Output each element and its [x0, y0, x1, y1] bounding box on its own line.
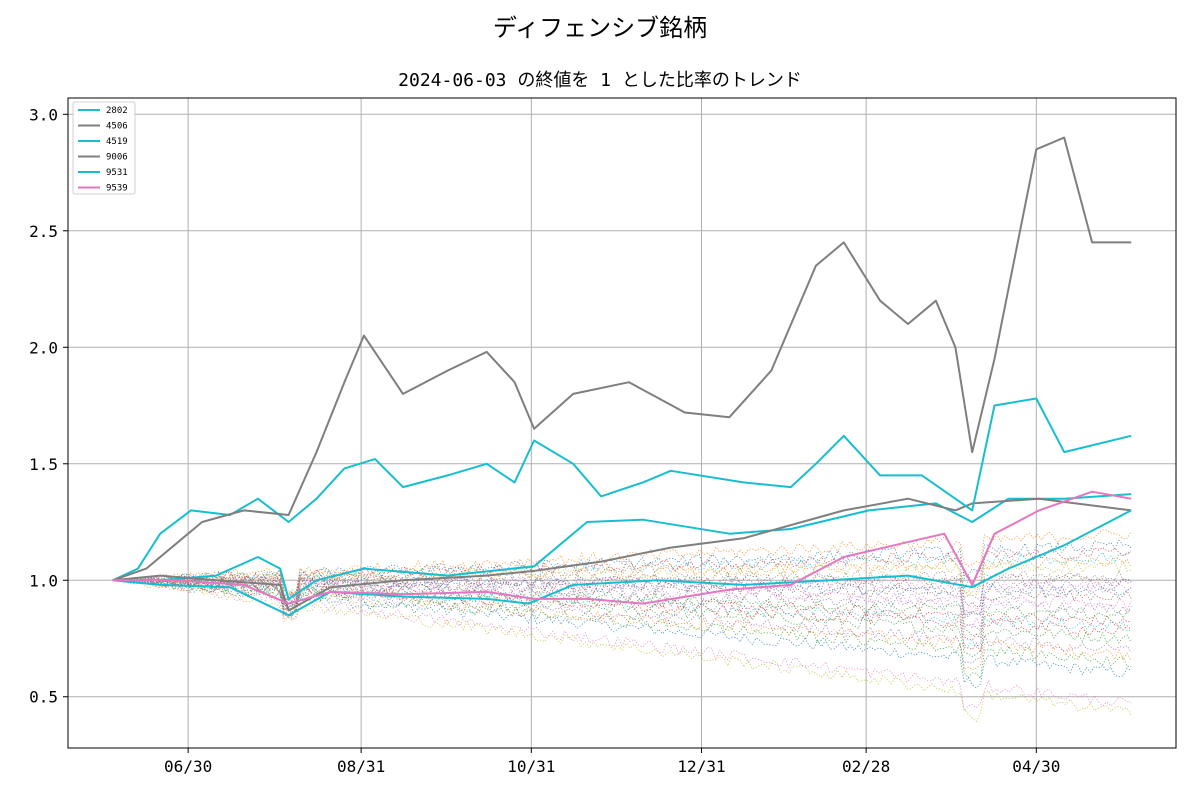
x-tick-label: 10/31 — [507, 757, 555, 776]
background-series-line — [112, 579, 1132, 723]
legend-label-9531: 9531 — [106, 168, 128, 178]
background-series-line — [112, 578, 1132, 641]
background-series-line — [112, 575, 1132, 613]
y-tick-label: 1.0 — [29, 571, 58, 590]
background-series-line — [112, 575, 1132, 618]
series-line-4506 — [112, 497, 1132, 612]
plot-frame — [67, 97, 1177, 749]
legend-label-4519: 4519 — [106, 137, 128, 147]
y-tick-label: 1.5 — [29, 455, 58, 474]
y-tick-label: 0.5 — [29, 688, 58, 707]
legend-label-9006: 9006 — [106, 153, 128, 163]
figure-suptitle: ディフェンシブ銘柄 — [492, 14, 708, 42]
x-tick-label: 06/30 — [164, 757, 212, 776]
background-series-line — [112, 529, 1132, 596]
x-tick-label: 04/30 — [1012, 757, 1060, 776]
series-line-4519 — [112, 397, 1132, 582]
background-series-line — [112, 579, 1132, 680]
x-tick-label: 12/31 — [677, 757, 725, 776]
y-tick-label: 3.0 — [29, 105, 58, 124]
background-series-line — [112, 578, 1132, 654]
series-line-9539 — [112, 490, 1132, 605]
series-line-9531 — [112, 509, 1132, 617]
background-series-line — [112, 551, 1132, 598]
background-series-line — [112, 579, 1132, 689]
background-series-line — [112, 539, 1132, 596]
legend-label-4506: 4506 — [106, 122, 128, 132]
x-tick-label: 02/28 — [842, 757, 890, 776]
x-tick-label: 08/31 — [337, 757, 385, 776]
legend-label-2802: 2802 — [106, 106, 128, 116]
legend-label-9539: 9539 — [106, 184, 128, 194]
axes: 06/30 08/31 10/31 12/31 02/28 04/30 0.5 1.0 1.5 2… — [29, 105, 1060, 776]
series-line-9006 — [112, 136, 1132, 582]
legend: 2802 4506 4519 9006 9531 9539 — [72, 101, 136, 195]
background-series-line — [112, 578, 1132, 648]
grid-lines — [68, 98, 1176, 748]
background-series — [112, 529, 1132, 723]
y-tick-label: 2.0 — [29, 338, 58, 357]
background-series-line — [112, 577, 1132, 632]
background-series-line — [112, 579, 1132, 712]
background-series-line — [112, 559, 1132, 597]
chart-title: 2024-06-03 の終値を 1 とした比率のトレンド — [398, 70, 802, 91]
series-line-2802 — [112, 493, 1132, 600]
y-tick-label: 2.5 — [29, 222, 58, 241]
highlighted-series — [112, 136, 1132, 617]
